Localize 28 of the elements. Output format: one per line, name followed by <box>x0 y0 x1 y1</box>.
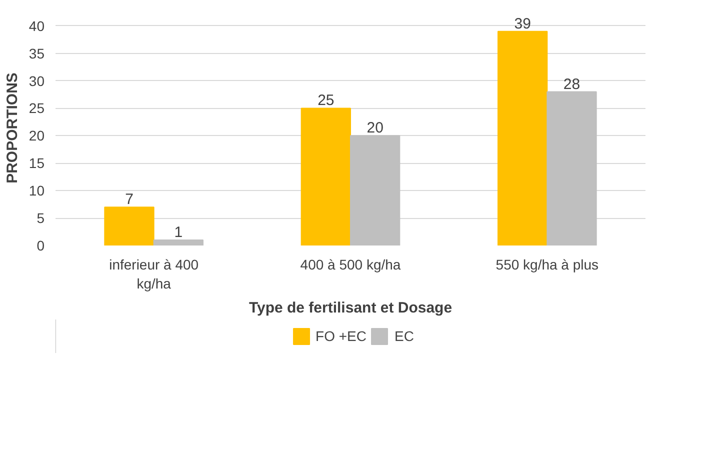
y-tick-label: 0 <box>36 238 45 254</box>
x-tick-label: 400 à 500 kg/ha <box>300 256 401 272</box>
x-axis-title: Type de fertilisant et Dosage <box>248 300 452 317</box>
data-label: 28 <box>563 76 580 93</box>
bar <box>153 240 204 246</box>
bar <box>104 206 154 246</box>
legend-label: FO +EC <box>316 328 366 344</box>
x-tick-label: 550 kg/ha à plus <box>496 256 599 272</box>
bar <box>546 91 597 246</box>
y-tick-label: 10 <box>28 182 45 199</box>
data-label: 1 <box>174 224 183 242</box>
x-tick-label: inferieur à 400 kg/ha <box>109 256 199 292</box>
bar <box>350 135 400 246</box>
y-tick-label: 30 <box>28 72 45 89</box>
y-tick-label: 35 <box>28 45 45 62</box>
y-axis-title: PROPORTIONS <box>4 72 21 184</box>
y-tick-label: 20 <box>28 128 45 144</box>
data-label: 7 <box>125 191 134 208</box>
y-tick-label: 25 <box>28 100 45 116</box>
bar <box>498 30 548 246</box>
legend-label: EC <box>394 328 414 344</box>
data-label: 25 <box>318 92 334 110</box>
y-tick-label: 40 <box>28 18 45 34</box>
y-tick-label: 5 <box>36 210 45 226</box>
y-tick-label: 15 <box>28 155 45 172</box>
data-label: 20 <box>366 120 384 137</box>
bar <box>300 108 351 246</box>
data-label: 39 <box>514 15 531 32</box>
